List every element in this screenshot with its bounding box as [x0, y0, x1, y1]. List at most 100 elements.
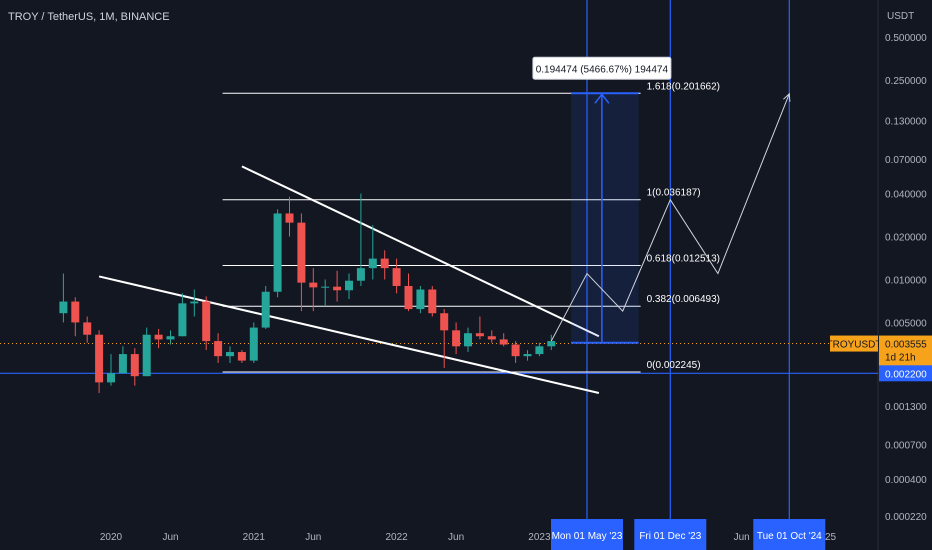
- price-tag-label: 0.003555: [885, 340, 927, 351]
- candle: [285, 196, 294, 237]
- candle-body: [273, 213, 282, 292]
- y-tick-label: 0.010000: [885, 275, 927, 286]
- candle-body: [452, 330, 461, 347]
- x-tick-label: 2023: [528, 532, 551, 543]
- candle: [154, 328, 163, 349]
- projection-path: [550, 93, 790, 342]
- candle: [356, 193, 365, 286]
- candle-body: [547, 341, 556, 347]
- fib-level-label: 0.382(0.006493): [647, 294, 720, 305]
- candle-body: [95, 334, 104, 383]
- candle: [83, 316, 92, 343]
- candle-body: [440, 313, 449, 331]
- candle: [345, 273, 353, 299]
- x-tick-label: 2020: [100, 532, 123, 543]
- candle: [237, 350, 246, 363]
- candle: [535, 342, 544, 357]
- candle-body: [309, 282, 318, 288]
- candle-body: [321, 286, 330, 288]
- candle: [142, 327, 151, 377]
- measure-box-area: [571, 93, 639, 343]
- candle: [190, 289, 199, 317]
- candle-body: [178, 303, 187, 337]
- candle-body: [166, 336, 175, 340]
- candle-body: [83, 322, 92, 335]
- candle-body: [261, 291, 270, 328]
- candle-body: [71, 301, 80, 323]
- date-tag-label: Tue 01 Oct '24: [757, 531, 822, 542]
- candle-body: [404, 285, 413, 310]
- y-tick-label: 0.020000: [885, 232, 927, 243]
- date-tag-label: Fri 01 Dec '23: [639, 531, 701, 542]
- y-tick-label: 0.070000: [885, 155, 927, 166]
- candle-body: [416, 289, 425, 310]
- candle: [214, 333, 223, 363]
- y-tick-label: 0.130000: [885, 116, 927, 127]
- candle-body: [487, 336, 496, 340]
- candle: [59, 273, 68, 323]
- candle: [547, 334, 556, 351]
- candle: [475, 316, 484, 340]
- candle: [261, 285, 270, 329]
- candle-body: [154, 334, 163, 340]
- projection-arrow-head: [783, 92, 791, 102]
- candle-body: [392, 268, 401, 286]
- candle: [249, 322, 258, 363]
- candle: [130, 348, 139, 386]
- candle: [107, 354, 115, 386]
- candle-body: [249, 327, 258, 361]
- date-tag-box: [634, 519, 707, 550]
- y-tick-label: 0.250000: [885, 76, 927, 87]
- chart-title: TROY / TetherUS, 1M, BINANCE: [8, 11, 170, 23]
- x-tick-label: Jun: [734, 532, 750, 543]
- candle-body: [523, 354, 532, 357]
- candle: [309, 268, 318, 312]
- candle: [321, 279, 330, 307]
- candle-body: [130, 354, 139, 377]
- candle-body: [333, 286, 342, 291]
- candle: [71, 297, 80, 337]
- date-tag-box: [753, 519, 826, 550]
- y-axis-unit-label: USDT: [887, 11, 914, 22]
- date-tag-box: [551, 519, 623, 550]
- candle-body: [59, 301, 68, 314]
- candle-body: [428, 289, 437, 314]
- candle-body: [297, 222, 306, 283]
- candle: [499, 333, 508, 347]
- candle: [487, 330, 496, 343]
- candle-body: [535, 346, 544, 355]
- candle: [452, 322, 461, 355]
- candle-body: [226, 352, 234, 357]
- candle-body: [190, 301, 199, 304]
- fib-level-label: 0(0.002245): [647, 360, 701, 371]
- support-price-tag-box: [879, 365, 932, 382]
- candle: [333, 270, 342, 302]
- candle-body: [214, 341, 223, 357]
- support-price-tag-label: 0.002200: [885, 369, 927, 380]
- candle: [368, 225, 377, 280]
- fib-level-label: 0.618(0.012513): [647, 254, 720, 265]
- candle-body: [356, 268, 365, 281]
- candle-body: [475, 333, 484, 337]
- candle-body: [499, 339, 508, 345]
- y-tick-label: 0.500000: [885, 33, 927, 44]
- date-tag-label: Mon 01 May '23: [552, 531, 623, 542]
- candle: [118, 346, 127, 374]
- x-tick-label: Jun: [305, 532, 321, 543]
- candle-body: [107, 373, 115, 383]
- candle: [404, 273, 413, 312]
- x-tick-label: 2021: [243, 532, 266, 543]
- candle-body: [237, 352, 246, 361]
- candle: [166, 330, 175, 345]
- candle: [297, 213, 306, 312]
- candle-body: [142, 334, 151, 377]
- candle: [380, 250, 389, 280]
- candle: [511, 341, 520, 363]
- candle: [95, 330, 104, 394]
- countdown-label: 1d 21h: [885, 353, 916, 364]
- candle: [178, 293, 187, 337]
- measure-label-box: [532, 56, 672, 80]
- symbol-tag-label: TROYUSDT: [827, 340, 882, 351]
- price-tag-box: [879, 335, 932, 366]
